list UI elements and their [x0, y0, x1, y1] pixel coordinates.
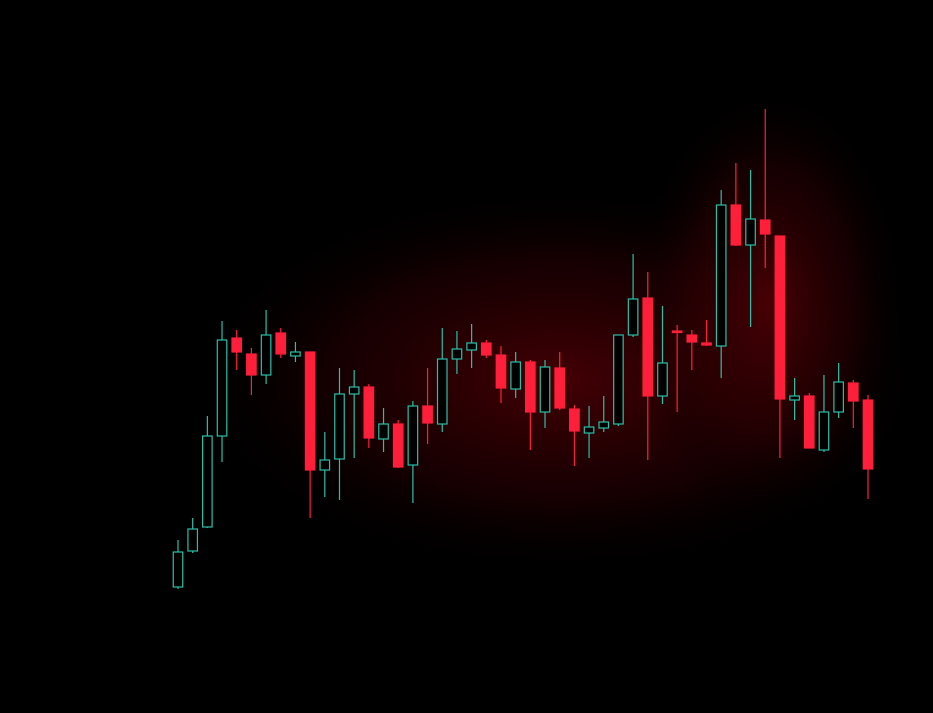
candle-body [818, 411, 830, 451]
candle-body [246, 353, 257, 376]
candle-body [260, 334, 272, 376]
candle-body [833, 381, 844, 413]
candle-body [524, 361, 536, 413]
candle-body [422, 405, 433, 424]
candle-body [172, 551, 184, 588]
candle-body [759, 219, 771, 235]
candle-body [407, 405, 419, 466]
candle-body [378, 423, 389, 440]
candle-body [319, 459, 331, 471]
candle-body [569, 408, 580, 432]
candle-body [642, 297, 654, 397]
candle-body [539, 366, 551, 413]
candle-body [348, 386, 360, 395]
candle-body [730, 204, 742, 246]
candle-body [554, 367, 566, 409]
candle-body [451, 348, 463, 360]
candle-body [789, 395, 800, 401]
candle-body [774, 235, 786, 400]
candle-body [363, 386, 375, 439]
candle-body [862, 399, 874, 470]
candle-body [334, 393, 345, 460]
candle-body [466, 342, 477, 351]
candle-body [231, 337, 243, 353]
candle-body [392, 423, 404, 468]
candle-body [598, 421, 610, 429]
candle-body [583, 426, 595, 434]
candle-body [701, 342, 712, 346]
candle-body [275, 332, 287, 355]
candle-body [847, 382, 859, 402]
candle-body [715, 204, 727, 347]
plot-area [172, 109, 874, 589]
candle-body [436, 358, 448, 425]
candle-body [304, 351, 316, 471]
candle-body [187, 528, 199, 552]
candle-body [627, 298, 639, 336]
candle-body [510, 361, 522, 390]
candle-body [613, 334, 624, 425]
candle-body [686, 334, 698, 343]
candle-body [216, 339, 228, 437]
candle-body [480, 342, 492, 356]
candle-body [290, 351, 301, 357]
candle-body [671, 330, 683, 334]
candle-body [803, 395, 815, 449]
candle-body [745, 218, 756, 246]
candle-body [202, 435, 213, 528]
candle-body [495, 354, 507, 389]
candle-body [657, 362, 668, 397]
